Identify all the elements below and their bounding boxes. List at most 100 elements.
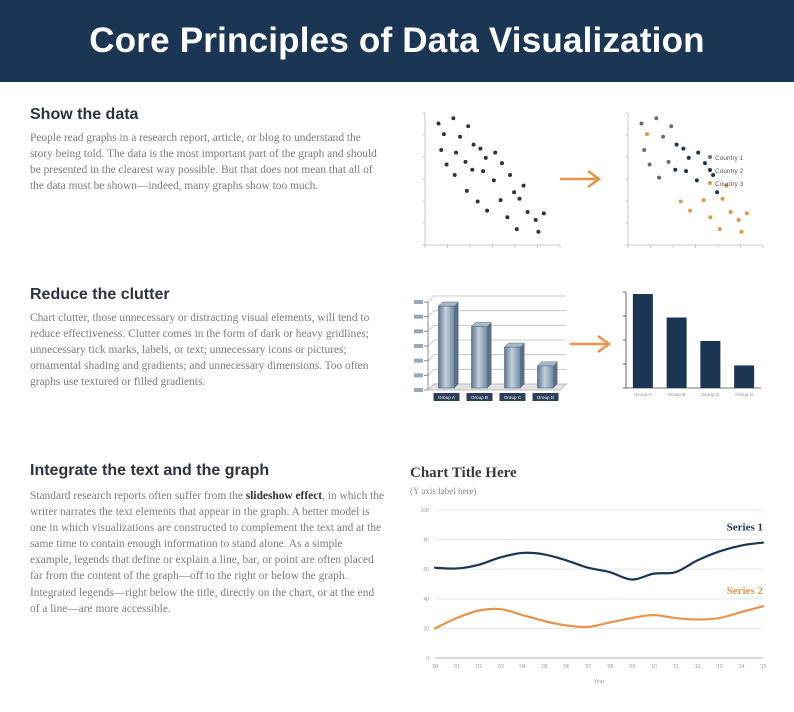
gridline: [427, 325, 435, 332]
y-tick-label: [414, 344, 423, 348]
x-tick-label: '06: [563, 664, 570, 670]
x-tick-label: '15: [760, 664, 767, 670]
chart-title: Chart Title Here: [410, 465, 517, 481]
series-label: Series 2: [727, 585, 764, 597]
floor: [426, 383, 568, 391]
x-tick-label: '09: [629, 664, 636, 670]
x-tick-label: '08: [607, 664, 614, 670]
scatter-point: [694, 178, 699, 183]
gridline: [427, 354, 435, 361]
category-label: Group D: [537, 395, 555, 400]
scatter-point: [639, 121, 644, 126]
scatter-point: [728, 210, 733, 214]
category-label: Group D: [735, 392, 754, 398]
gridline: [427, 369, 435, 376]
scatter-point: [717, 227, 722, 232]
category-label: Group B: [471, 395, 488, 400]
scatter-point: [481, 169, 486, 174]
scatter-point: [681, 146, 686, 151]
scatter-point: [505, 215, 510, 220]
scatter-point: [744, 211, 749, 216]
y-tick-label: [414, 329, 423, 334]
arrow-right-icon: [560, 169, 602, 189]
scatter-point: [715, 190, 720, 195]
page-title: Core Principles of Data Visualization: [89, 21, 705, 60]
category-label-box: [433, 393, 460, 401]
x-tick-label: '05: [541, 664, 548, 670]
scatter-point: [521, 183, 526, 188]
legend-marker: [708, 181, 712, 185]
bar: [632, 294, 653, 388]
category-label-box: [499, 393, 526, 401]
scatter-point: [498, 198, 503, 203]
section-title-show-data: Show the data: [30, 106, 139, 123]
bar-side: [553, 361, 558, 388]
bar: [700, 341, 721, 388]
x-tick-label: '14: [738, 664, 745, 670]
scatter-point: [475, 199, 480, 204]
x-tick-label: '03: [497, 664, 504, 670]
scatter-point: [696, 150, 701, 155]
y-tick-label: [414, 300, 423, 304]
scatter-point: [711, 173, 716, 178]
scatter-point: [708, 215, 713, 220]
series-line: [433, 605, 765, 630]
scatter-point: [533, 217, 538, 222]
scatter-point: [654, 116, 659, 121]
scatter-point: [436, 121, 441, 126]
body-text-emphasis: slideshow effect: [245, 490, 323, 502]
series-line: [433, 541, 765, 581]
scatter-point: [464, 188, 469, 193]
scatter-point: [517, 196, 522, 201]
legend-label: Country 3: [715, 181, 744, 188]
scatter-point: [452, 173, 457, 178]
arrow-right-icon: [570, 334, 612, 354]
x-axis-label: Year: [593, 679, 604, 685]
line-chart-integrated: Chart Title Here (Y axis label here) 0 20 40…: [410, 465, 767, 685]
scatter-point: [512, 190, 517, 195]
y-tick-label: 40: [423, 597, 429, 603]
x-tick-label: '00: [432, 664, 439, 670]
bar: [537, 365, 554, 389]
series-label: Series 1: [727, 522, 763, 534]
scatter-point: [439, 147, 444, 152]
scatter-point: [720, 196, 725, 201]
scatter-point: [678, 199, 683, 204]
bar-top: [536, 361, 559, 367]
scatter-point: [739, 229, 744, 234]
scatter-point: [525, 210, 530, 214]
section-body-show-data: People read graphs in a research report,…: [30, 132, 377, 193]
title-banner: Core Principles of Data Visualization: [0, 0, 794, 82]
y-tick-label: [414, 358, 423, 363]
y-tick-label: 100: [421, 508, 430, 514]
x-tick-label: '02: [475, 664, 482, 670]
scatter-point: [451, 116, 456, 121]
section-title-integrate: Integrate the text and the graph: [30, 462, 270, 479]
bar-side: [454, 302, 459, 388]
bar-side: [520, 343, 525, 388]
category-label: Group C: [701, 392, 720, 398]
x-tick-label: '11: [672, 664, 678, 670]
y-tick-label: [414, 314, 423, 319]
scatter-point: [657, 175, 662, 180]
scatter-point: [644, 132, 649, 137]
scatter-point: [463, 159, 468, 164]
x-tick-label: '01: [454, 664, 461, 670]
scatter-point: [485, 208, 490, 213]
bar: [734, 365, 755, 388]
x-tick-label: '04: [519, 664, 526, 670]
scatter-point: [493, 150, 498, 155]
scatter-point: [499, 161, 504, 166]
scatter-point: [441, 132, 446, 137]
section-title-reduce-clutter: Reduce the clutter: [30, 286, 170, 303]
scatter-point: [491, 178, 496, 183]
category-label: Group B: [668, 392, 686, 398]
bar: [438, 305, 455, 389]
y-tick-label: 20: [423, 626, 429, 632]
y-tick-label: 80: [423, 538, 429, 544]
scatter-point: [666, 159, 671, 164]
scatter-point: [673, 167, 678, 172]
scatter-point: [674, 142, 679, 147]
x-tick-label: '13: [716, 664, 723, 670]
x-tick-label: '10: [650, 664, 657, 670]
